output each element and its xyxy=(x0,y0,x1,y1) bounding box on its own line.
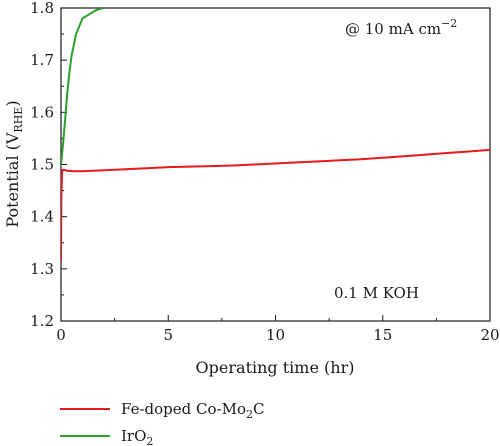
x-axis-label: Operating time (hr) xyxy=(196,358,355,377)
legend-label-1: IrO2 xyxy=(121,427,153,446)
x-tick-label: 20 xyxy=(480,326,499,344)
x-tick-label: 5 xyxy=(163,326,173,344)
annotation-electrolyte: 0.1 M KOH xyxy=(334,284,419,302)
legend-label-0: Fe-doped Co-Mo2C xyxy=(121,400,264,421)
x-tick-label: 10 xyxy=(266,326,285,344)
x-tick-label: 15 xyxy=(373,326,392,344)
y-tick-label: 1.6 xyxy=(30,103,54,121)
axis-ticks: 0 5 10 15 20 1.2 1.3 1.4 1.5 1.6 1.7 1.8 xyxy=(30,0,499,344)
series-line-1 xyxy=(61,8,105,166)
y-tick-label: 1.4 xyxy=(30,208,54,226)
y-tick-label: 1.5 xyxy=(30,156,54,174)
x-tick-label: 0 xyxy=(56,326,66,344)
y-tick-label: 1.7 xyxy=(30,51,54,69)
y-tick-label: 1.3 xyxy=(30,260,54,278)
series-line-0 xyxy=(61,148,490,262)
series-layer xyxy=(61,8,490,262)
y-tick-label: 1.8 xyxy=(30,0,54,17)
legend: Fe-doped Co-Mo2C IrO2 xyxy=(60,400,264,446)
y-axis-label: Potential (VRHE) xyxy=(3,100,25,227)
y-tick-label: 1.2 xyxy=(30,312,54,330)
annotation-current-density: @ 10 mA cm−2 xyxy=(345,17,457,38)
